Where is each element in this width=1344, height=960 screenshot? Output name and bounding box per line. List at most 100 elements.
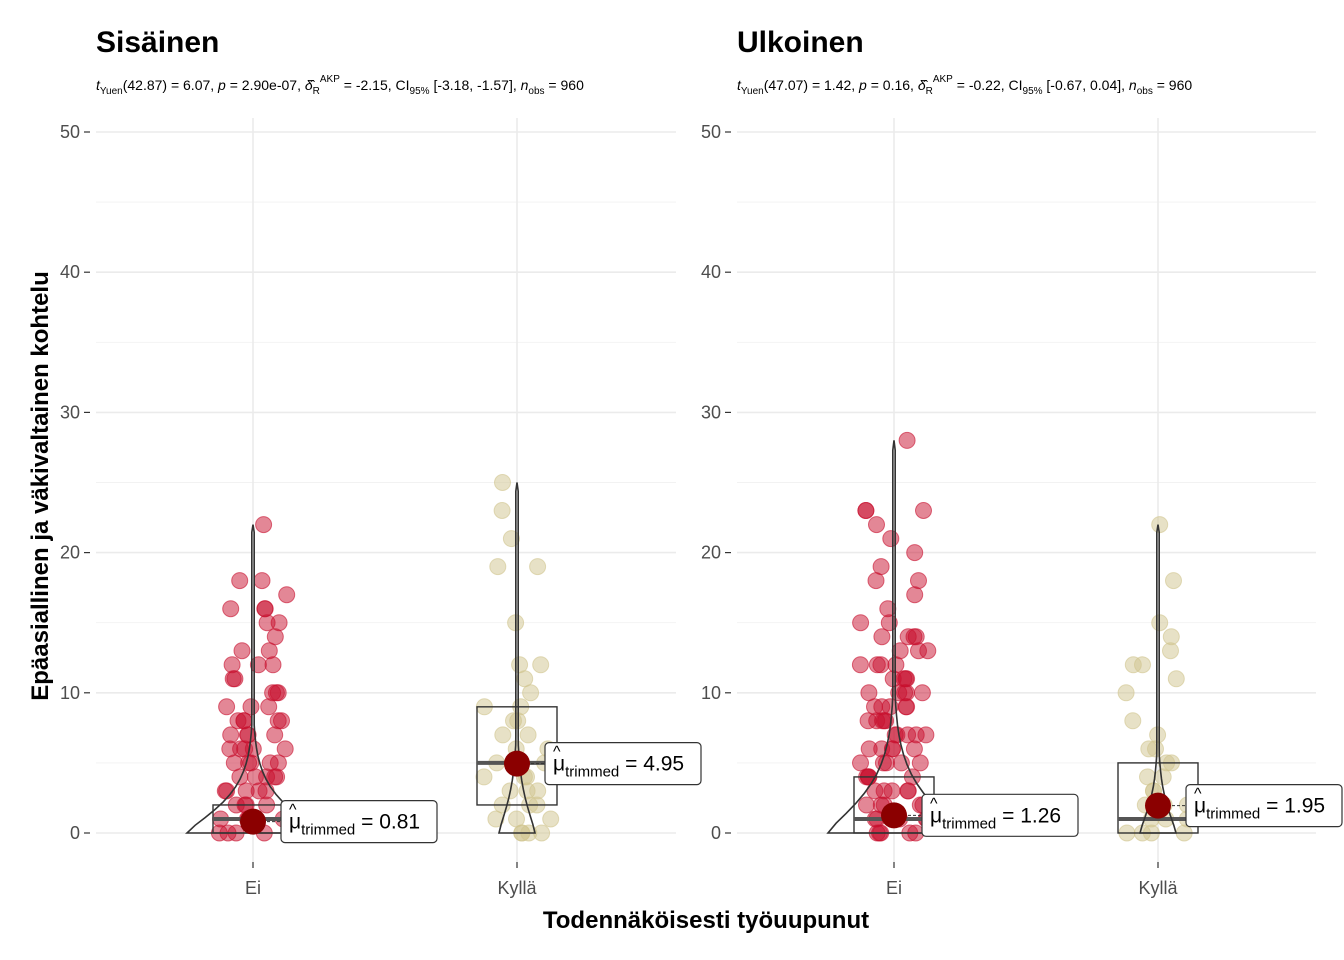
- data-point: [868, 656, 886, 674]
- data-point: [222, 600, 240, 618]
- data-point: [542, 810, 560, 828]
- data-point: [218, 698, 236, 716]
- data-point: [233, 642, 251, 660]
- trimmed-mean-label: μtrimmed = 1.95: [1194, 795, 1325, 823]
- data-point: [489, 558, 507, 576]
- data-point: [255, 516, 273, 534]
- data-point: [502, 530, 520, 548]
- data-point: [858, 796, 875, 814]
- trimmed-mean-point: [1145, 792, 1171, 819]
- panel-subtitle: tYuen(42.87) = 6.07, p = 2.90e-07, δ̂RAK…: [96, 74, 584, 97]
- hat-accent: ^: [1194, 786, 1202, 803]
- data-point: [1162, 642, 1179, 660]
- data-point: [910, 572, 927, 590]
- x-tick-label: Kyllä: [1138, 878, 1178, 898]
- data-point: [1151, 516, 1169, 534]
- data-point: [276, 740, 294, 758]
- data-point: [519, 726, 537, 744]
- trimmed-mean-point: [504, 750, 530, 777]
- data-point: [266, 726, 284, 744]
- data-point: [857, 502, 875, 519]
- hat-accent: ^: [553, 744, 561, 761]
- x-tick-label: Kyllä: [497, 878, 537, 898]
- y-tick-label: 0: [70, 823, 80, 843]
- data-point: [911, 754, 929, 772]
- data-point: [257, 782, 275, 800]
- trimmed-mean-point: [881, 802, 907, 829]
- data-point: [258, 614, 276, 632]
- data-point: [1124, 656, 1142, 674]
- data-point: [529, 782, 547, 800]
- violin-shape: [826, 440, 962, 834]
- data-point: [260, 642, 278, 660]
- violin-shape: [184, 524, 322, 834]
- violin-shape: [497, 482, 537, 834]
- data-point: [867, 572, 885, 590]
- y-tick-label: 20: [701, 543, 721, 563]
- data-point: [913, 684, 931, 702]
- trimmed-mean-label: μtrimmed = 0.81: [289, 811, 420, 839]
- panel-subtitle: tYuen(47.07) = 1.42, p = 0.16, δ̂RAKP = …: [737, 74, 1192, 97]
- data-point: [269, 754, 287, 772]
- panel-ulkoinen: Ulkoinen tYuen(47.07) = 1.42, p = 0.16, …: [701, 26, 1343, 898]
- data-point: [874, 712, 891, 730]
- data-point: [907, 726, 925, 744]
- data-point: [898, 431, 916, 449]
- trimmed-mean-label: μtrimmed = 1.26: [930, 804, 1061, 832]
- data-point: [235, 712, 253, 730]
- data-point: [868, 516, 885, 534]
- data-point: [1140, 740, 1158, 758]
- panel-title: Sisäinen: [96, 26, 219, 59]
- trimmed-mean-point: [240, 808, 266, 835]
- y-tick-label: 10: [60, 683, 80, 703]
- data-point: [873, 628, 891, 646]
- hat-accent: ^: [930, 795, 938, 812]
- data-point: [859, 712, 877, 730]
- y-axis-title: Epäasiallinen ja väkivaltainen kohtelu: [27, 271, 54, 701]
- data-point: [256, 600, 274, 618]
- data-point: [278, 586, 296, 604]
- data-point: [915, 502, 932, 519]
- x-tick-label: Ei: [886, 878, 902, 898]
- data-point: [260, 698, 278, 716]
- data-point: [231, 572, 249, 590]
- y-tick-label: 0: [711, 823, 721, 843]
- data-point: [882, 530, 900, 548]
- data-point: [1165, 572, 1182, 590]
- data-point: [852, 754, 869, 772]
- data-point: [899, 782, 917, 800]
- y-tick-label: 20: [60, 543, 80, 563]
- data-point: [267, 684, 285, 702]
- data-point: [249, 656, 267, 674]
- y-tick-label: 50: [701, 122, 721, 142]
- data-point: [851, 656, 869, 674]
- data-point: [533, 824, 551, 842]
- y-tick-label: 40: [701, 262, 721, 282]
- x-axis-title: Todennäköisesti työuupunut: [543, 907, 869, 934]
- data-point: [906, 586, 924, 604]
- data-point: [906, 544, 924, 562]
- trimmed-mean-label-box: [280, 800, 438, 844]
- y-tick-label: 40: [60, 262, 80, 282]
- data-point: [494, 726, 512, 744]
- data-point: [522, 684, 540, 702]
- trimmed-mean-label-box: [1185, 784, 1343, 828]
- trimmed-mean-label-box: [921, 793, 1079, 837]
- data-point: [216, 782, 234, 800]
- data-point: [493, 502, 511, 519]
- data-point: [1124, 712, 1142, 730]
- data-point: [883, 782, 901, 800]
- data-point: [532, 656, 550, 674]
- data-point: [487, 810, 505, 828]
- data-point: [269, 712, 287, 730]
- data-point: [475, 768, 493, 786]
- data-point: [224, 670, 242, 688]
- violin-shape: [1138, 524, 1178, 834]
- y-tick-label: 10: [701, 683, 721, 703]
- data-point: [1154, 768, 1172, 786]
- data-point: [253, 572, 271, 590]
- trimmed-mean-label-box: [544, 742, 702, 786]
